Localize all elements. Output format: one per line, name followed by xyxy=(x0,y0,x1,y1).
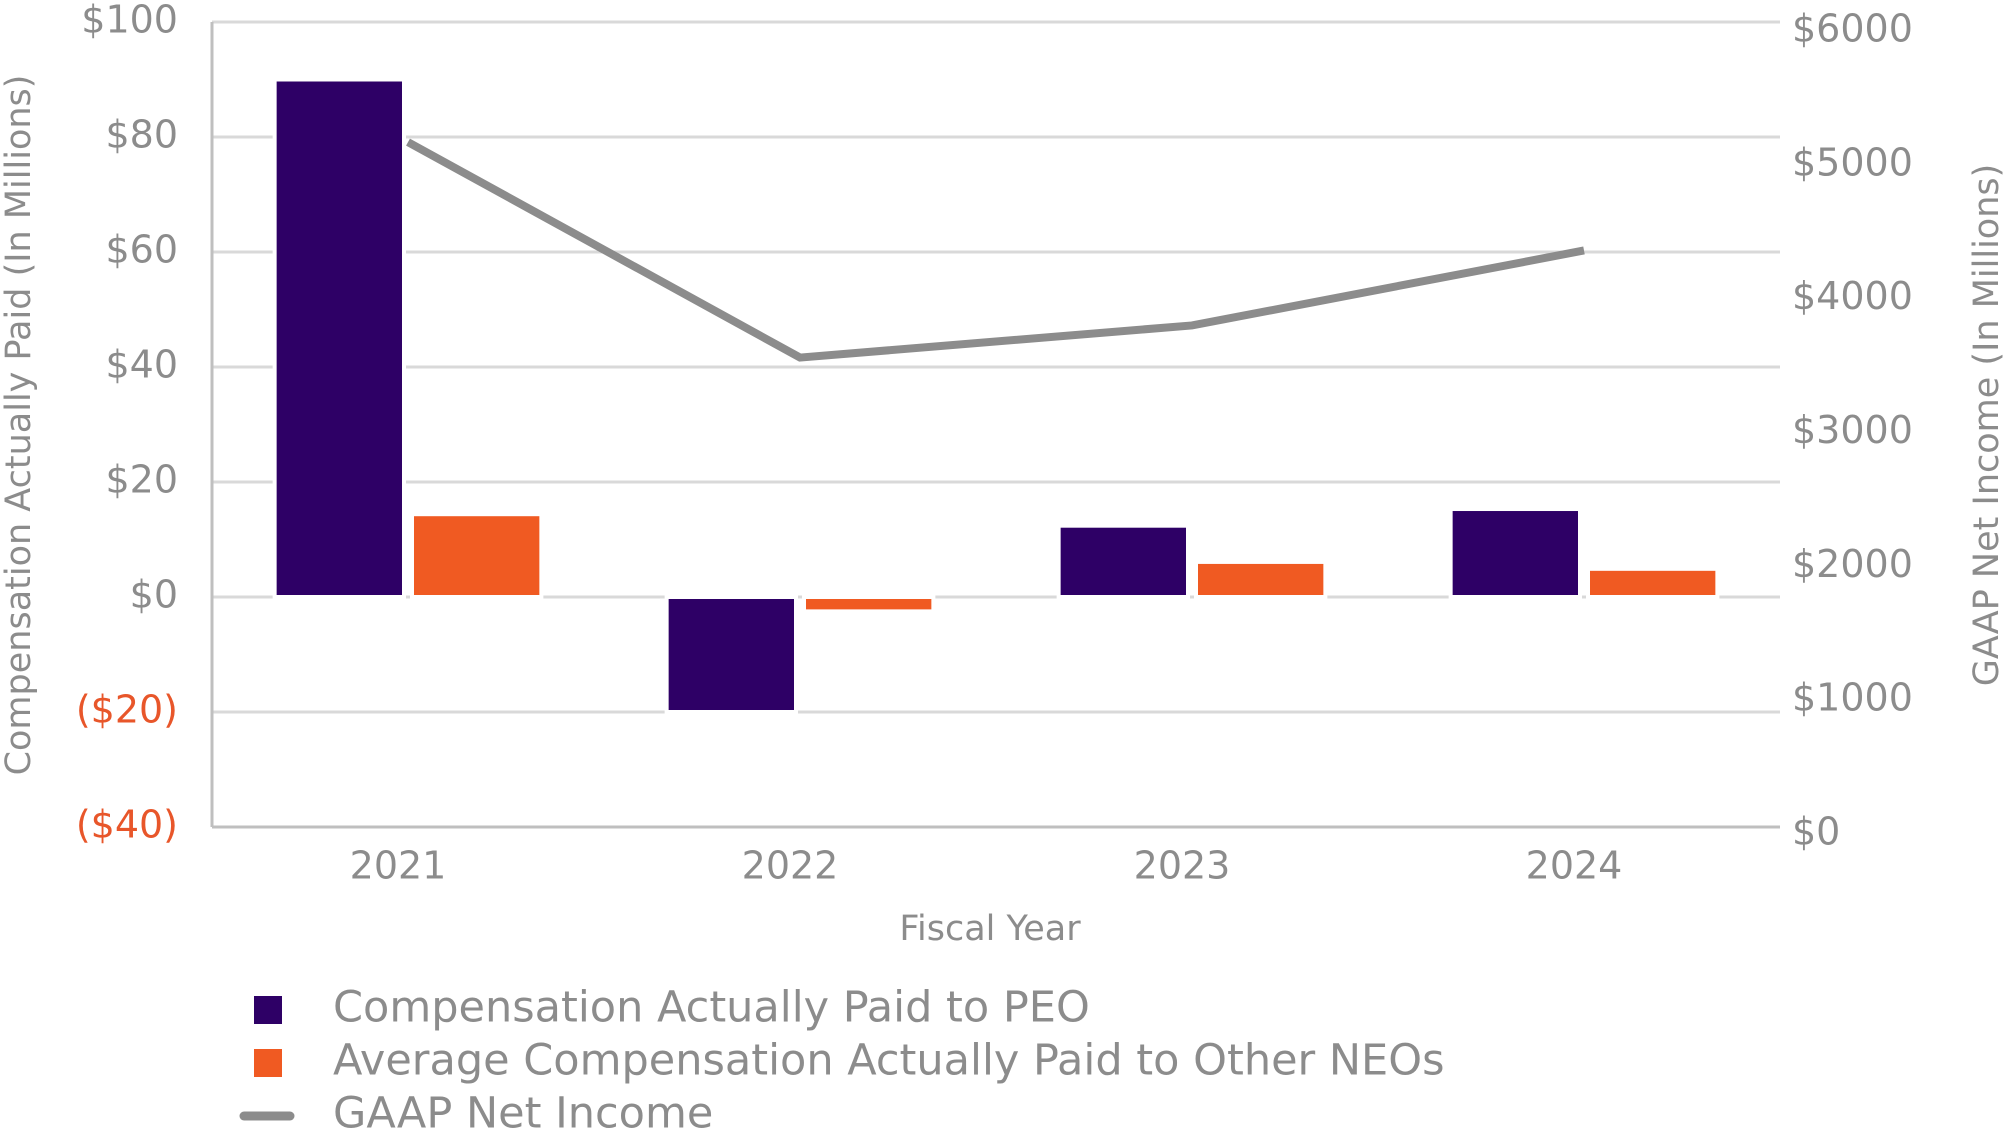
y-tick-label: $60 xyxy=(105,228,178,272)
y2-tick-label: $6000 xyxy=(1792,7,1913,51)
y-tick-label: $0 xyxy=(130,573,178,617)
y-tick-label: $40 xyxy=(105,343,178,387)
bar xyxy=(272,77,407,599)
line xyxy=(406,138,1585,362)
y2-tick-label: $0 xyxy=(1792,810,1840,854)
y2-tick-label: $2000 xyxy=(1792,542,1913,586)
bar xyxy=(664,595,799,714)
x-tick-label: 2022 xyxy=(742,844,839,888)
y-tick-label: $20 xyxy=(105,458,178,502)
y-tick-label: ($40) xyxy=(76,803,178,847)
y2-tick-label: $1000 xyxy=(1792,676,1913,720)
x-tick-label: 2021 xyxy=(350,844,447,888)
y2-tick-label: $4000 xyxy=(1792,274,1913,318)
bar xyxy=(1448,507,1583,599)
y-tick-label: ($20) xyxy=(76,688,178,732)
x-axis-title: Fiscal Year xyxy=(899,909,1081,949)
x-tick-label: 2024 xyxy=(1526,844,1623,888)
bar xyxy=(1056,523,1191,600)
bar xyxy=(410,512,544,600)
x-tick-label: 2023 xyxy=(1134,844,1231,888)
legend-label: GAAP Net Income xyxy=(333,1089,713,1135)
y2-tick-label: $3000 xyxy=(1792,408,1913,452)
y-tick-label: $80 xyxy=(105,113,178,157)
legend-swatch xyxy=(254,996,282,1024)
bar xyxy=(1194,559,1328,599)
y-tick-label: $100 xyxy=(81,0,178,42)
legend-swatch xyxy=(254,1049,282,1077)
y-axis-title: Compensation Actually Paid (In Millions) xyxy=(0,75,39,776)
y2-tick-label: $5000 xyxy=(1792,140,1913,184)
legend-label: Average Compensation Actually Paid to Ot… xyxy=(333,1036,1444,1086)
bar xyxy=(802,595,936,614)
legend-label: Compensation Actually Paid to PEO xyxy=(333,983,1090,1033)
y2-axis-title: GAAP Net Income (In Millions) xyxy=(1967,164,2007,687)
bar xyxy=(1586,566,1720,600)
